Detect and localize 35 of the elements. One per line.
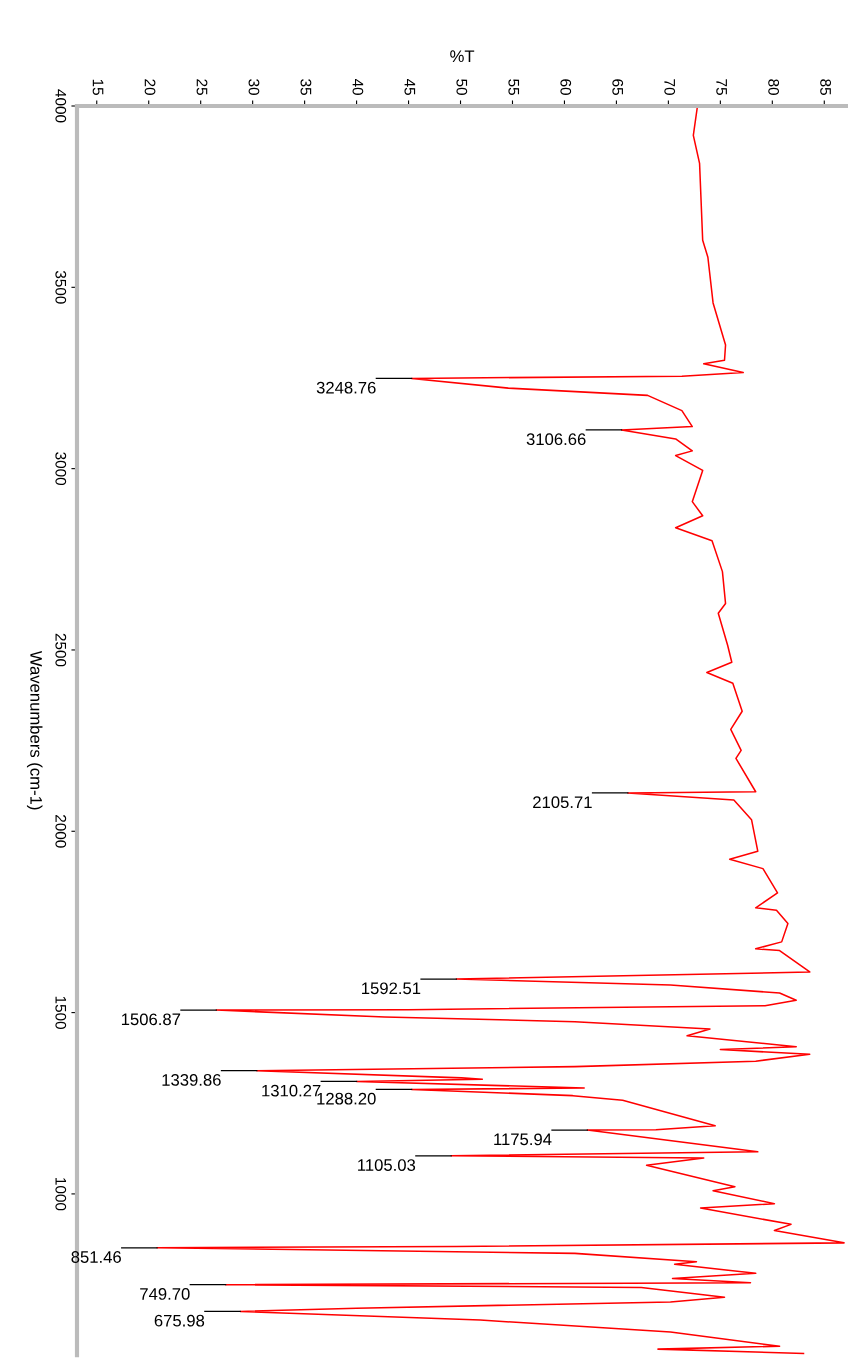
y-tick-label: 2000 <box>55 815 67 848</box>
x-tick-label: 85 <box>820 79 831 95</box>
x-tick-label: 60 <box>560 79 572 95</box>
annotation: 1339.86 <box>162 1074 221 1086</box>
y-tick-label: 2500 <box>55 633 67 667</box>
annotation: 1592.51 <box>362 982 421 995</box>
x-tick-label: 25 <box>196 79 208 95</box>
y-tick-label: 3000 <box>55 452 67 486</box>
x-tick-label: 40 <box>352 78 364 95</box>
annotation: 851.46 <box>71 1251 121 1263</box>
annotation: 3248.76 <box>316 381 376 394</box>
x-tick-label: 15 <box>92 79 104 95</box>
x-tick-label: 75 <box>716 79 727 95</box>
x-tick-label: 80 <box>768 79 780 95</box>
annotation: 675.98 <box>154 1314 205 1327</box>
x-axis-title: %T <box>450 50 475 63</box>
x-tick-label: 50 <box>456 79 468 95</box>
y-axis-title: Wavenumbers (cm-1) <box>26 650 43 810</box>
annotation: 2105.71 <box>533 796 592 809</box>
x-tick-label: 65 <box>612 79 624 95</box>
annotation: 1506.87 <box>121 1013 181 1026</box>
y-tick-label: 3500 <box>55 270 67 304</box>
y-tick-label: 1000 <box>55 1178 67 1211</box>
y-tick-label: 4000 <box>55 89 67 123</box>
x-tick-label: 55 <box>508 79 520 95</box>
annotation: 3106.66 <box>526 433 586 446</box>
y-tick-label: 1500 <box>55 996 67 1029</box>
x-tick-label: 70 <box>664 79 676 95</box>
annotation: 749.70 <box>140 1288 190 1300</box>
x-tick-label: 45 <box>404 78 416 95</box>
x-tick-label: 20 <box>144 79 156 95</box>
annotation: 1105.03 <box>358 1159 416 1171</box>
annotation: 1175.94 <box>494 1133 552 1146</box>
x-tick-label: 35 <box>300 79 312 95</box>
x-tick-label: 30 <box>248 79 260 95</box>
